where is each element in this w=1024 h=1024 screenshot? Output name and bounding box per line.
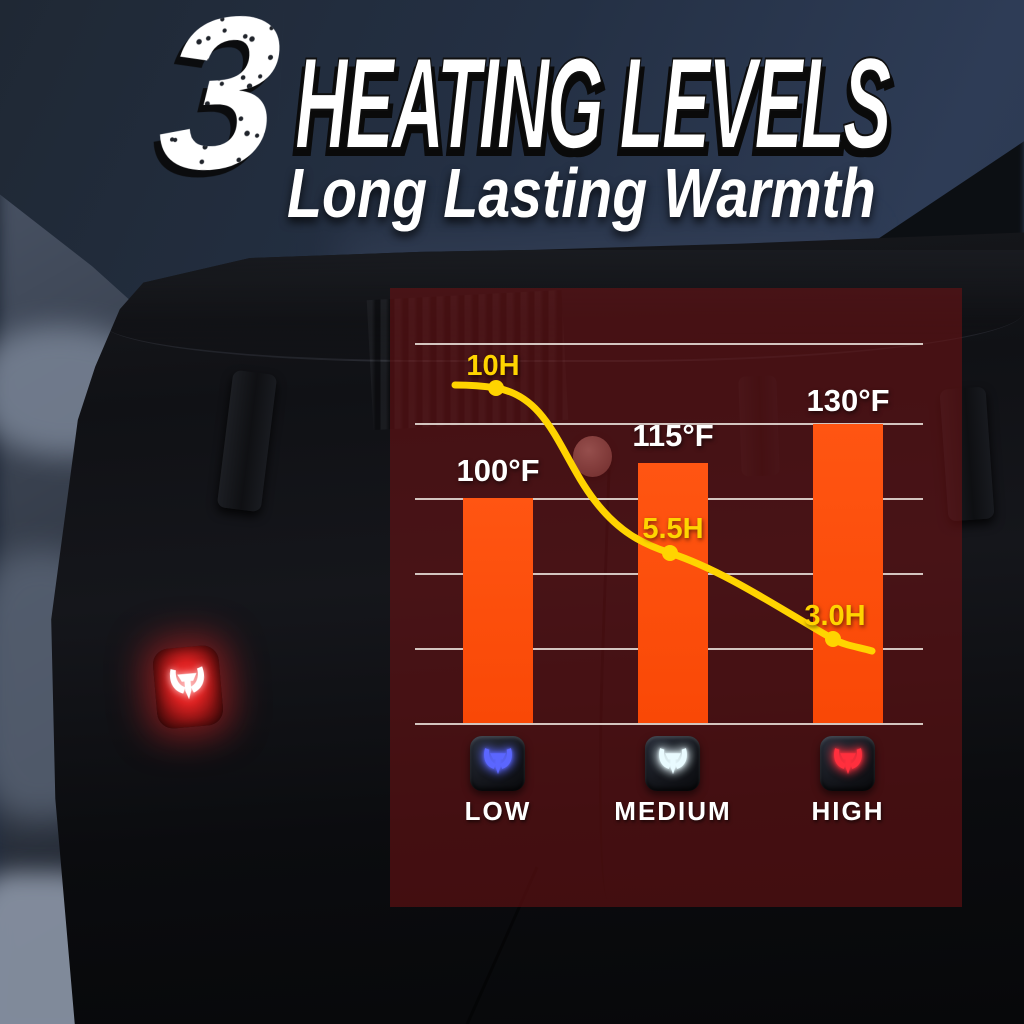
brand-logo-icon [833, 747, 862, 774]
gridline [415, 343, 923, 345]
level-label: LOW [464, 796, 532, 826]
temperature-bar-high [813, 424, 883, 723]
level-button-medium [645, 736, 700, 791]
duration-line [451, 380, 876, 655]
level-button-low [470, 736, 525, 791]
bar-value-label: 130°F [806, 383, 890, 418]
gridline [415, 423, 923, 425]
bar-value-label: 115°F [632, 418, 714, 453]
duration-label: 5.5H [642, 513, 704, 545]
led-logo-badge [151, 644, 225, 730]
title-level-count: 3 [154, 0, 286, 204]
heat-levels-chart: 100°F 115°F 130°F 10H 5.5H 3.0H LOW MEDI… [390, 288, 962, 907]
belt-loop [216, 369, 278, 513]
brand-logo-icon [658, 747, 687, 774]
temperature-bar-low [463, 498, 533, 723]
temperature-bar-medium [638, 463, 708, 723]
level-button-high [820, 736, 875, 791]
line-point-medium [662, 545, 678, 561]
brand-logo-icon [483, 747, 512, 774]
duration-label: 10H [466, 350, 520, 382]
duration-label: 3.0H [804, 600, 866, 632]
page-title: HEATING LEVELS [294, 30, 892, 176]
level-label: HIGH [811, 796, 885, 826]
brand-logo-icon [169, 666, 207, 701]
line-point-low [488, 380, 504, 396]
level-label: MEDIUM [614, 796, 732, 826]
page-subtitle: Long Lasting Warmth [287, 154, 876, 232]
gridline [415, 723, 923, 725]
bar-value-label: 100°F [456, 453, 540, 488]
line-point-high [825, 631, 841, 647]
